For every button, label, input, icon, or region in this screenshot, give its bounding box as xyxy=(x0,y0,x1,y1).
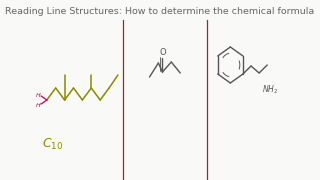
Text: O: O xyxy=(159,48,166,57)
Text: H: H xyxy=(36,102,40,107)
Text: $\it{C}_{10}$: $\it{C}_{10}$ xyxy=(42,136,63,152)
Text: $NH_2$: $NH_2$ xyxy=(261,83,278,96)
Text: H: H xyxy=(36,93,40,98)
Text: Reading Line Structures: How to determine the chemical formula: Reading Line Structures: How to determin… xyxy=(5,7,315,16)
